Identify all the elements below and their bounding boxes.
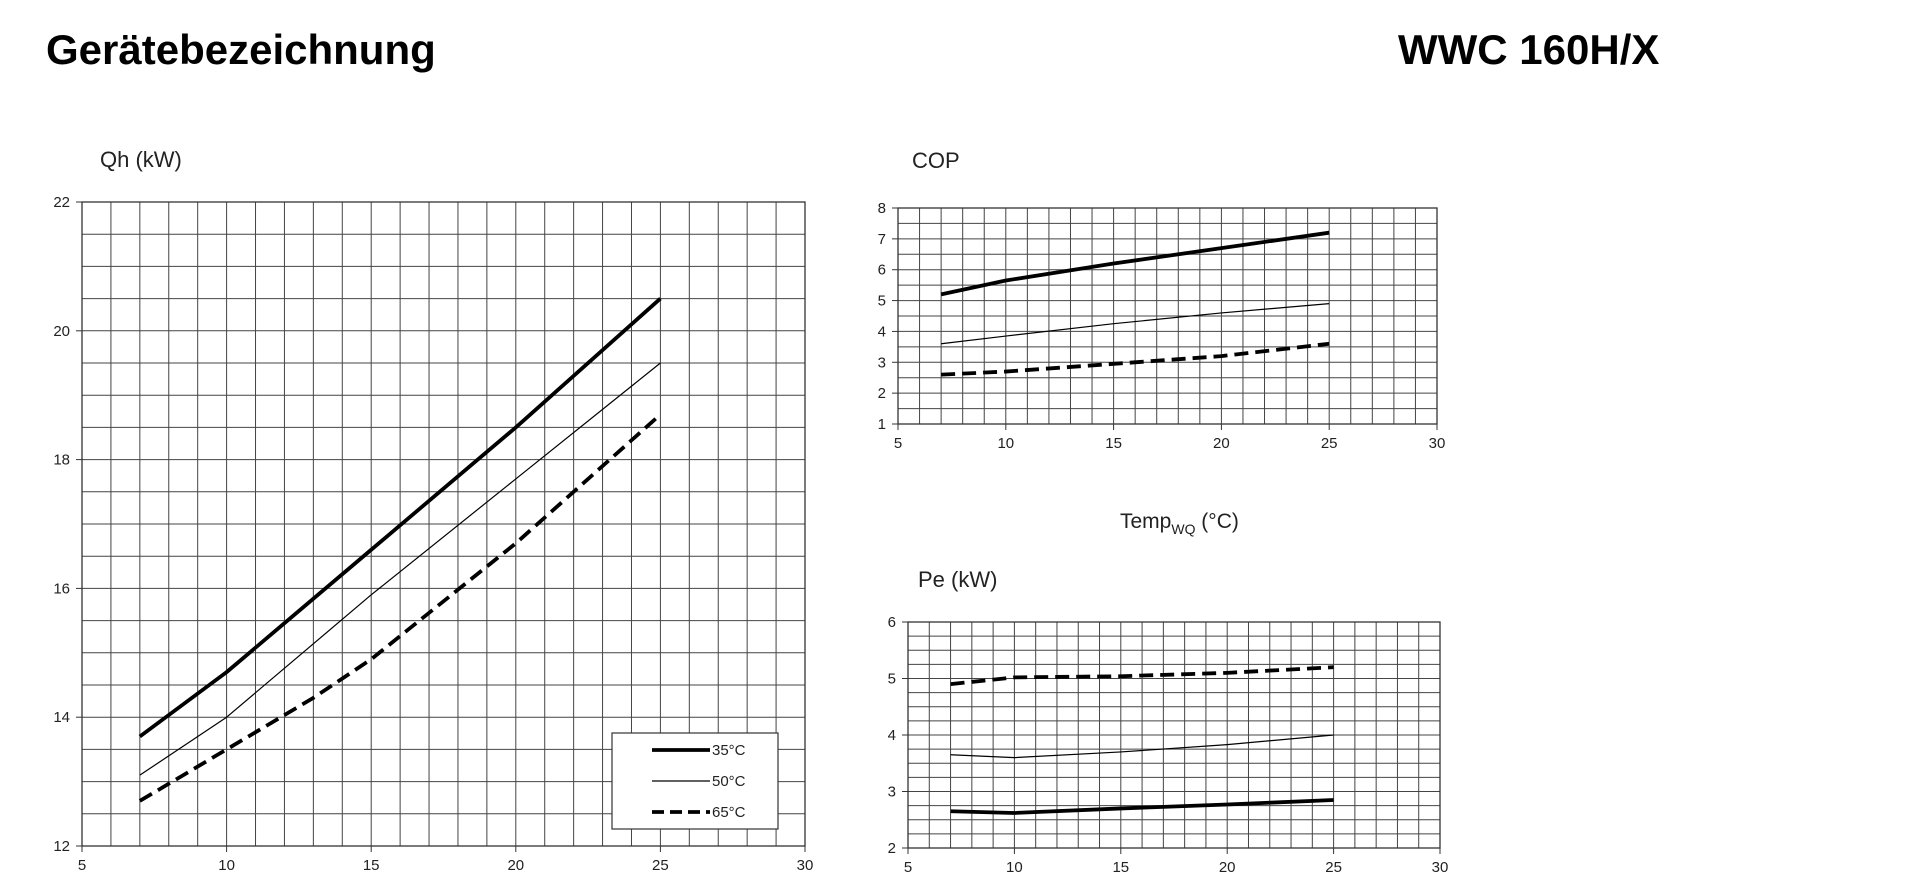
x-tick-label: 15 <box>363 857 380 874</box>
y-tick-label: 7 <box>878 231 886 248</box>
x-axis-label-main: Temp <box>1120 510 1171 533</box>
series-line-65c <box>138 413 662 803</box>
x-tick-label: 30 <box>797 857 814 874</box>
x-tick-label: 20 <box>1213 435 1230 452</box>
series-line-65c <box>950 665 1334 687</box>
y-tick-label: 16 <box>53 580 70 597</box>
y-axis-label: COP <box>912 148 960 173</box>
x-tick-label: 15 <box>1105 435 1122 452</box>
device-name: WWC 160H/X <box>1398 26 1660 73</box>
x-tick-label: 20 <box>507 857 524 874</box>
y-tick-label: 4 <box>888 727 896 744</box>
series-line-35c <box>940 230 1330 297</box>
plot-frame <box>897 207 1438 425</box>
x-tick-label: 25 <box>1325 859 1342 876</box>
x-tick-label: 10 <box>1006 859 1023 876</box>
y-tick-label: 2 <box>878 385 886 402</box>
shared-x-axis-label: TempWQ (°C) <box>1120 510 1239 537</box>
x-tick-label: 30 <box>1429 435 1446 452</box>
legend-label: 65°C <box>712 804 746 821</box>
series-line-35c <box>138 297 662 739</box>
y-axis-label: Pe (kW) <box>918 567 997 592</box>
y-tick-label: 5 <box>888 671 896 688</box>
legend-label: 50°C <box>712 773 746 790</box>
pe-chart: 5 10 15 20 25 30 2 3 4 5 6 Pe (kW) <box>888 567 1449 876</box>
y-tick-label: 22 <box>53 194 70 211</box>
y-tick-label: 5 <box>878 293 886 310</box>
x-tick-label: 30 <box>1432 859 1449 876</box>
x-tick-label: 25 <box>1321 435 1338 452</box>
y-tick-label: 6 <box>888 614 896 631</box>
y-tick-label: 20 <box>53 323 70 340</box>
x-tick-label: 5 <box>904 859 912 876</box>
x-axis-label-unit: (°C) <box>1195 510 1238 533</box>
y-tick-label: 4 <box>878 323 886 340</box>
x-tick-label: 5 <box>78 857 86 874</box>
series-line-50c <box>950 734 1334 759</box>
y-tick-label: 2 <box>888 840 896 857</box>
series-line-50c <box>941 303 1330 345</box>
y-tick-label: 3 <box>878 354 886 371</box>
qh-chart: 5 10 15 20 25 30 12 14 16 18 20 22 Qh (kW) 35°C 50°C 65… <box>53 147 813 874</box>
y-tick-label: 8 <box>878 200 886 217</box>
y-tick-label: 14 <box>53 709 70 726</box>
x-tick-label: 20 <box>1219 859 1236 876</box>
x-tick-label: 15 <box>1112 859 1129 876</box>
legend-label: 35°C <box>712 742 746 759</box>
plot-frame <box>907 621 1441 849</box>
device-label: Gerätebezeichnung <box>46 26 436 73</box>
x-tick-label: 10 <box>997 435 1014 452</box>
y-tick-label: 3 <box>888 784 896 801</box>
plot-frame <box>81 201 806 847</box>
x-tick-label: 5 <box>894 435 902 452</box>
y-tick-label: 6 <box>878 262 886 279</box>
x-tick-label: 25 <box>652 857 669 874</box>
y-tick-label: 1 <box>878 416 886 433</box>
y-tick-label: 12 <box>53 838 70 855</box>
y-axis-label: Qh (kW) <box>100 147 182 172</box>
series-line-50c <box>139 362 661 776</box>
series-line-35c <box>950 798 1334 815</box>
cop-chart: 5 10 15 20 25 30 1 2 3 4 5 6 7 8 COP <box>878 148 1446 452</box>
series-line-65c <box>941 341 1330 377</box>
x-axis-label-subscript: WQ <box>1171 521 1195 537</box>
y-tick-label: 18 <box>53 452 70 469</box>
x-tick-label: 10 <box>218 857 235 874</box>
